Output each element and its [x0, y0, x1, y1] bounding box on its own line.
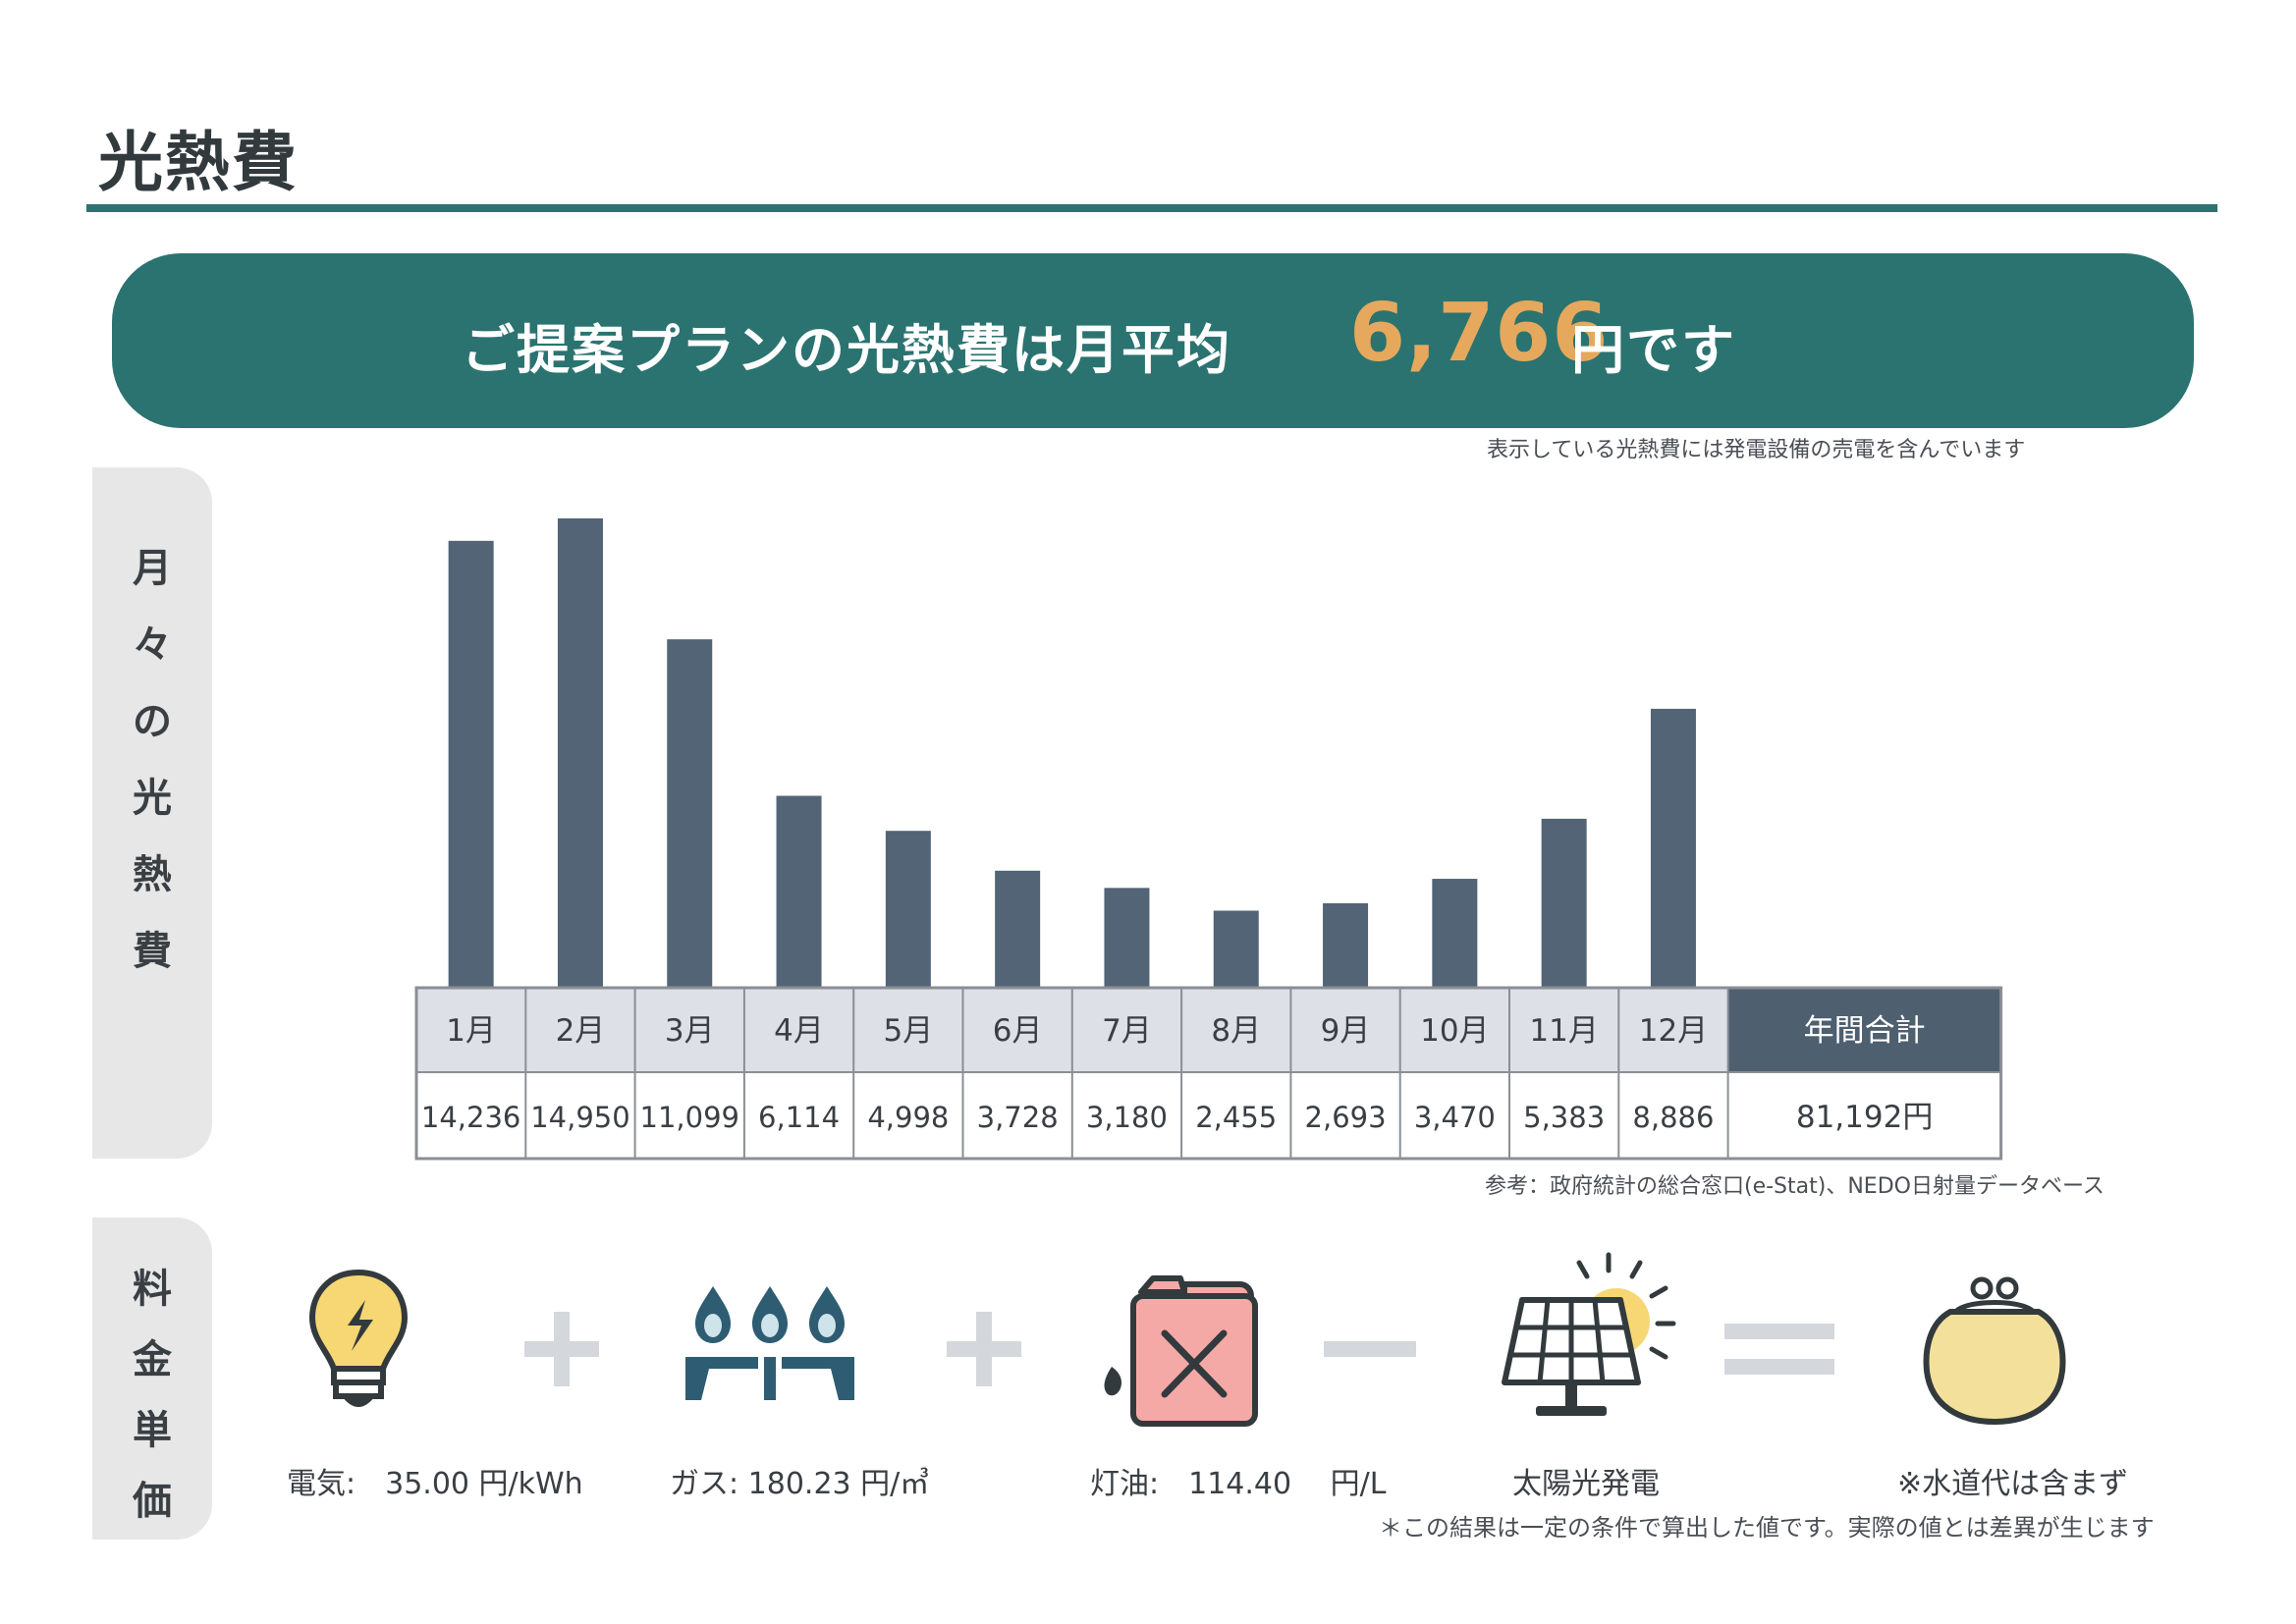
equals-operator-icon: [1724, 1324, 1834, 1375]
month-value-label: 6,114: [758, 1101, 840, 1134]
bar: [1432, 879, 1478, 988]
lightbulb-icon: [308, 1269, 409, 1407]
total-header-label: 年間合計: [1804, 1013, 1926, 1049]
bar: [885, 831, 931, 988]
month-tick-label: 4月: [774, 1013, 824, 1049]
bar: [557, 518, 603, 988]
bar: [995, 870, 1041, 988]
month-value-label: 8,886: [1632, 1101, 1714, 1134]
bar: [1104, 888, 1150, 988]
total-value-label: 81,192円: [1796, 1100, 1933, 1135]
banner-note: 表示している光熱費には発電設備の売電を含んでいます: [1487, 438, 2026, 462]
month-value-label: 4,998: [867, 1101, 949, 1134]
month-value-label: 2,455: [1195, 1101, 1277, 1134]
month-tick-label: 7月: [1102, 1013, 1152, 1049]
month-tick-label: 1月: [446, 1013, 496, 1049]
month-value-label: 5,383: [1523, 1101, 1605, 1134]
month-value-label: 2,693: [1305, 1101, 1387, 1134]
bar: [1213, 910, 1259, 988]
total-header-cell: [1727, 988, 2001, 1072]
banner-unit: 円です: [1571, 319, 1736, 381]
bar: [776, 795, 822, 988]
side-label-char: 熱: [133, 852, 172, 897]
source-note: 参考：政府統計の総合窓口(e-Stat)、NEDO日射量データベース: [1485, 1174, 2105, 1199]
calculation-disclaimer: ＊この結果は一定の条件で算出した値です。実際の値とは差異が生じます: [1379, 1514, 2155, 1542]
gas-burner-icon: [685, 1286, 854, 1400]
side-label-char: 料: [133, 1267, 172, 1312]
month-value-label: 3,728: [977, 1101, 1059, 1134]
solar-panel-icon: [1502, 1252, 1676, 1416]
month-tick-label: 8月: [1211, 1013, 1261, 1049]
bar: [667, 639, 713, 988]
bar: [1541, 818, 1587, 988]
solar-label: 太陽光発電: [1512, 1467, 1660, 1501]
bar: [1323, 902, 1369, 988]
banner-text: ご提案プランの光熱費は月平均: [462, 319, 1231, 381]
water-note: ※水道代は含まず: [1897, 1467, 2129, 1501]
electricity-rate: 電気: 35.00 円/kWh: [287, 1467, 583, 1501]
plus-operator-icon: [947, 1312, 1021, 1386]
side-label-char: の: [133, 699, 172, 744]
plus-operator-icon: [524, 1312, 599, 1386]
title-underline: [86, 204, 2217, 212]
purse-icon: [1923, 1276, 2066, 1425]
side-label-char: 金: [133, 1337, 172, 1382]
monthly-cost-side-label: 月 々 の 光 熱 費: [92, 467, 212, 1159]
side-label-char: 価: [133, 1479, 172, 1524]
month-tick-label: 5月: [883, 1013, 933, 1049]
month-tick-label: 11月: [1529, 1013, 1598, 1049]
kerosene-tank-icon: [1104, 1275, 1258, 1427]
month-tick-label: 6月: [993, 1013, 1043, 1049]
banner-average-value: 6,766: [1349, 287, 1610, 380]
side-label-char: 光: [133, 776, 172, 821]
month-tick-label: 10月: [1420, 1013, 1489, 1049]
side-label-char: 月: [133, 546, 172, 591]
month-value-label: 3,180: [1086, 1101, 1168, 1134]
month-value-label: 14,236: [421, 1101, 520, 1134]
month-tick-label: 9月: [1321, 1013, 1371, 1049]
page-title: 光熱費: [98, 125, 299, 200]
bar: [1650, 708, 1696, 988]
summary-banner: [112, 253, 2194, 428]
month-tick-label: 2月: [556, 1013, 606, 1049]
side-label-char: 々: [133, 623, 172, 668]
bar: [448, 540, 494, 988]
month-tick-label: 12月: [1639, 1013, 1708, 1049]
side-label-char: 単: [133, 1408, 172, 1453]
month-value-label: 3,470: [1414, 1101, 1496, 1134]
gas-rate: ガス: 180.23 円/㎥: [670, 1467, 930, 1501]
kerosene-rate: 灯油: 114.40 円/L: [1090, 1467, 1387, 1501]
minus-operator-icon: [1324, 1341, 1416, 1357]
month-tick-label: 3月: [665, 1013, 715, 1049]
rates-side-label: 料 金 単 価: [92, 1218, 212, 1540]
month-value-label: 14,950: [530, 1101, 629, 1134]
side-label-char: 費: [133, 929, 172, 974]
month-value-label: 11,099: [640, 1101, 739, 1134]
